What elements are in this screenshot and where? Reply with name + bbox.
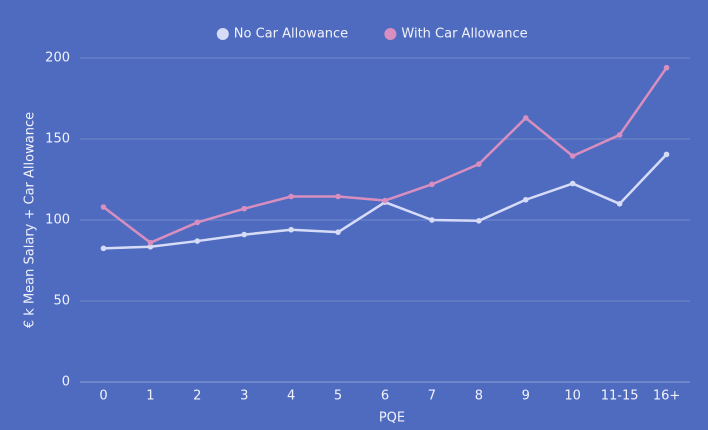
x-tick-label: 1: [146, 389, 154, 404]
data-point: [241, 205, 248, 212]
x-tick-label: 3: [240, 389, 248, 404]
x-tick-label: 0: [99, 389, 107, 404]
data-point: [288, 193, 294, 200]
data-point: [569, 153, 576, 159]
data-point: [616, 201, 623, 207]
data-point: [569, 180, 576, 187]
x-tick-label: 5: [334, 389, 342, 404]
legend-label: No Car Allowance: [234, 27, 348, 42]
data-point: [429, 217, 435, 223]
data-point: [241, 231, 248, 238]
legend-label: With Car Allowance: [401, 27, 527, 42]
data-point: [476, 161, 482, 167]
data-point: [288, 226, 294, 233]
x-tick-label: 16+: [653, 389, 680, 404]
data-point: [663, 151, 670, 158]
y-tick-label: 0: [62, 375, 70, 390]
legend-marker: [384, 28, 397, 40]
x-tick-label: 10: [564, 389, 581, 404]
x-tick-label: 6: [381, 389, 389, 404]
data-point: [522, 115, 529, 121]
y-tick-label: 50: [53, 294, 70, 309]
x-tick-label: 9: [522, 389, 530, 404]
y-axis-label: € k Mean Salary + Car Allowance: [23, 112, 38, 328]
data-point: [100, 245, 107, 252]
x-axis-label: PQE: [379, 411, 405, 426]
x-tick-label: 2: [193, 389, 201, 404]
data-point: [522, 196, 529, 203]
data-point: [335, 229, 341, 235]
data-point: [147, 239, 154, 246]
data-point: [194, 219, 201, 226]
y-tick-label: 200: [45, 51, 70, 66]
data-point: [382, 197, 388, 204]
data-point: [663, 64, 670, 71]
legend-marker: [216, 28, 229, 40]
data-point: [194, 238, 201, 244]
x-tick-label: 7: [428, 389, 436, 404]
data-point: [429, 181, 435, 188]
data-point: [335, 193, 341, 200]
data-point: [100, 204, 107, 210]
data-point: [616, 132, 623, 138]
x-tick-label: 11-15: [601, 389, 639, 404]
x-tick-label: 8: [475, 389, 483, 404]
data-point: [147, 243, 154, 250]
data-point: [476, 218, 482, 224]
x-tick-label: 4: [287, 389, 295, 404]
y-tick-label: 100: [45, 213, 70, 228]
y-tick-label: 150: [45, 132, 70, 147]
